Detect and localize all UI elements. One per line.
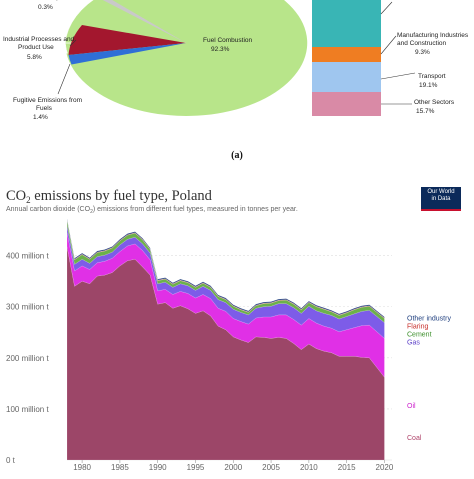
- area-series: [66, 218, 385, 461]
- axes: 0 t 100 million t 200 million t 300 million…: [6, 252, 394, 472]
- label-agriculture-value: 0.3%: [38, 4, 53, 11]
- x-tick-label: 1995: [187, 463, 205, 472]
- series-label-flaring: Flaring: [407, 323, 429, 330]
- label-manufacturing-value: 9.3%: [415, 49, 430, 56]
- label-fugitive-line1: Fugitive Emissions from: [13, 97, 82, 104]
- y-tick-label: 200 million t: [6, 354, 49, 363]
- label-transport-value: 19.1%: [419, 82, 438, 89]
- bar-segment-energy-industries: [312, 0, 381, 47]
- label-industrial-line1: Industrial Processes and: [3, 36, 75, 43]
- x-tick-label: 2005: [262, 463, 280, 472]
- pie-chart: 0.3% Industrial Processes and Product Us…: [3, 0, 308, 121]
- leader-line-manufacturing: [380, 35, 397, 55]
- label-fugitive-value: 1.4%: [33, 114, 48, 121]
- x-tick-label: 1985: [111, 463, 129, 472]
- y-tick-label: 100 million t: [6, 405, 49, 414]
- label-fuel-combustion: Fuel Combustion: [203, 37, 253, 44]
- label-fugitive-line2: Fuels: [36, 105, 53, 112]
- label-industrial-value: 5.8%: [27, 54, 42, 61]
- series-label-coal: Coal: [407, 435, 422, 442]
- panel-caption-a: (a): [231, 150, 243, 161]
- leader-line-energy: [380, 1, 393, 15]
- y-tick-label: 300 million t: [6, 303, 49, 312]
- leader-line-fugitive: [57, 63, 71, 95]
- label-transport: Transport: [418, 73, 446, 80]
- label-other-sectors: Other Sectors: [414, 99, 455, 106]
- leader-line-industrial: [69, 39, 77, 47]
- chart-title: CO2 emissions by fuel type, Poland: [6, 188, 213, 205]
- label-fuel-combustion-value: 92.3%: [211, 46, 230, 53]
- pie-slice-agriculture: [102, 0, 186, 43]
- series-label-oil: Oil: [407, 403, 416, 410]
- pie-slice-fuel-combustion-body: [66, 0, 308, 116]
- series-label-other-industry: Other industry: [407, 315, 451, 322]
- x-tick-label: 2015: [338, 463, 356, 472]
- label-manufacturing-line1: Manufacturing Industries: [397, 32, 469, 39]
- label-other-sectors-value: 15.7%: [416, 108, 435, 115]
- x-tick-label: 2000: [224, 463, 242, 472]
- bar-segment-transport: [312, 62, 381, 92]
- pie-slice-industrial-processes: [68, 25, 186, 55]
- chart-subtitle: Annual carbon dioxide (CO2) emissions fr…: [6, 206, 298, 215]
- owid-logo-line2: in Data: [431, 196, 451, 202]
- pie-slice-fugitive-emissions: [68, 43, 186, 65]
- series-label-cement: Cement: [407, 331, 432, 338]
- x-tick-label: 1980: [73, 463, 91, 472]
- owid-logo-bar: [421, 209, 461, 211]
- x-tick-label: 1990: [149, 463, 167, 472]
- label-manufacturing-line2: and Construction: [397, 40, 447, 47]
- y-tick-label: 400 million t: [6, 252, 49, 261]
- owid-logo: Our World in Data: [421, 187, 461, 211]
- bar-segment-manufacturing: [312, 47, 381, 62]
- area-cement: [66, 220, 385, 323]
- area-other-industry: [66, 218, 385, 319]
- series-label-gas: Gas: [407, 339, 420, 346]
- y-tick-label: 0 t: [6, 456, 16, 465]
- area-flaring: [66, 219, 385, 319]
- bar-segment-other-sectors: [312, 92, 381, 116]
- label-industrial-line2: Product Use: [18, 44, 54, 51]
- owid-logo-line1: Our World: [427, 189, 455, 195]
- x-tick-label: 2010: [300, 463, 318, 472]
- x-tick-label: 2020: [376, 463, 394, 472]
- sector-stacked-bar: Manufacturing Industries and Constructio…: [312, 0, 469, 116]
- leader-line-transport: [380, 72, 416, 80]
